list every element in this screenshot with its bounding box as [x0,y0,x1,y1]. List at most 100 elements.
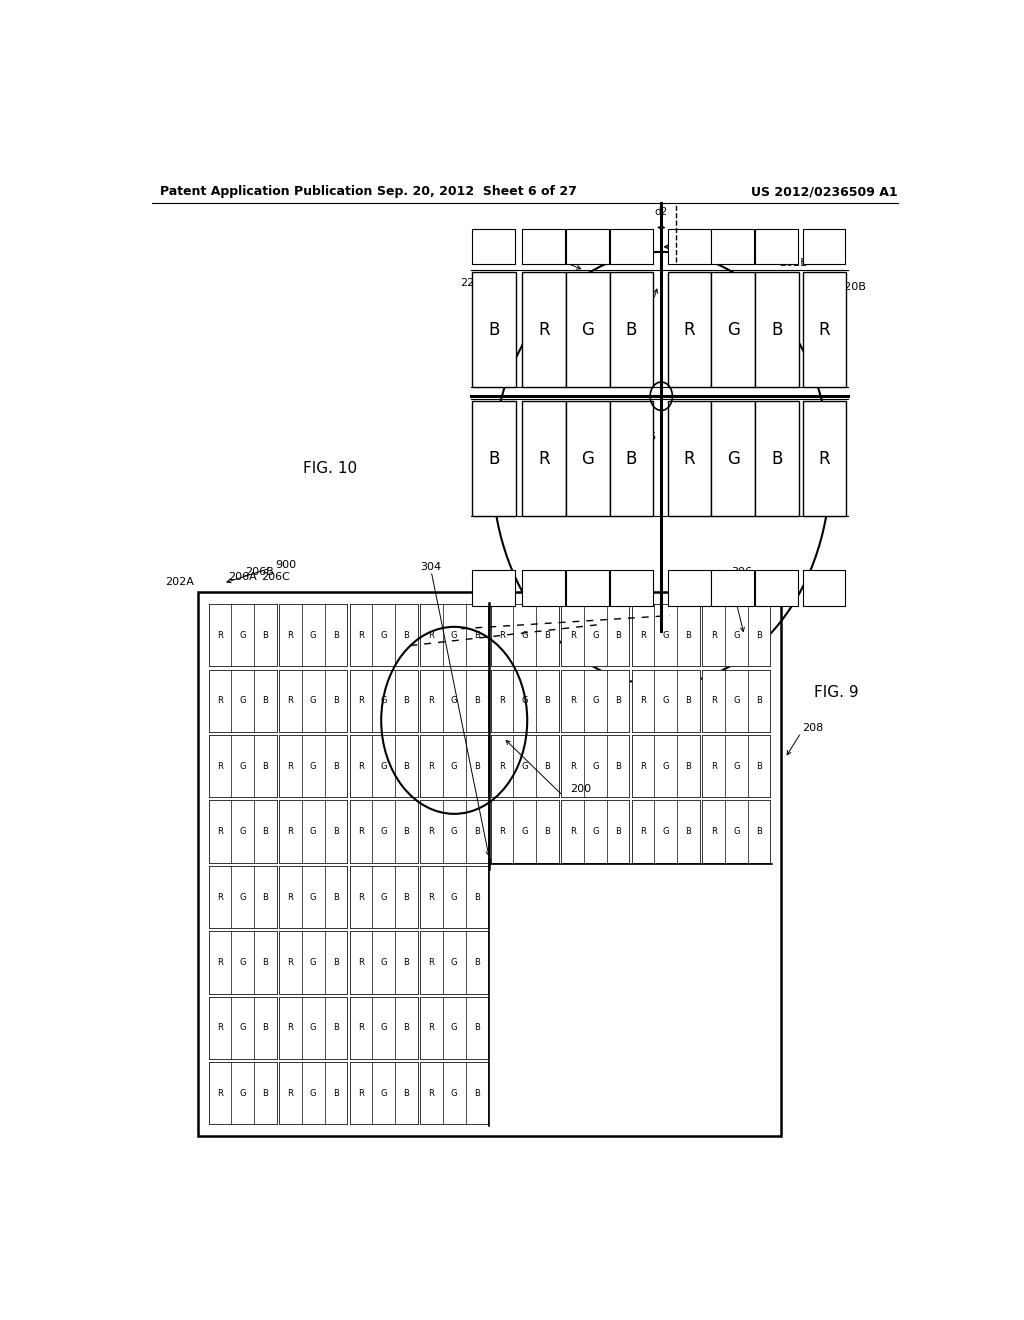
Bar [420,866,442,928]
Bar [442,931,466,994]
Bar [349,735,373,797]
Text: G: G [727,321,739,339]
Text: B: B [262,958,268,968]
Bar [609,570,652,606]
Text: B: B [262,631,268,640]
Bar [442,800,466,863]
Bar [584,605,606,667]
Bar [420,997,442,1059]
Bar [632,605,654,667]
Text: R: R [818,450,830,467]
Bar [632,605,699,667]
Text: B: B [626,321,637,339]
Bar [472,228,515,264]
Text: G: G [381,828,387,836]
Text: B: B [686,696,691,705]
Text: B: B [333,892,339,902]
Bar [654,669,677,731]
Bar [349,997,373,1059]
Bar [280,931,347,994]
Bar [561,800,584,863]
Text: B: B [756,828,762,836]
Text: R: R [640,762,646,771]
Bar [420,997,488,1059]
Text: B: B [615,828,621,836]
Bar [561,735,630,797]
Bar [712,228,754,264]
Text: 306: 306 [731,568,753,577]
Bar [725,605,748,667]
Text: G: G [310,1089,316,1098]
Text: B: B [474,696,480,705]
Bar [466,1063,488,1125]
Text: G: G [663,631,669,640]
Text: G: G [451,828,458,836]
Bar [420,605,442,667]
Text: B: B [545,762,551,771]
Text: G: G [451,1023,458,1032]
Text: B: B [474,958,480,968]
Bar [349,997,418,1059]
Text: B: B [403,696,410,705]
Text: 304: 304 [684,432,705,442]
Bar [712,272,755,387]
Bar [395,669,418,731]
Text: B: B [545,828,551,836]
Text: 910B: 910B [683,285,712,296]
Bar [420,669,488,731]
Text: G: G [733,696,739,705]
Bar [280,605,302,667]
Bar [280,669,347,731]
Text: G: G [240,762,246,771]
Bar [280,997,302,1059]
Bar [349,931,373,994]
Bar [803,228,846,264]
Bar [209,669,276,731]
Text: G: G [310,631,316,640]
Bar [209,931,276,994]
Text: R: R [358,696,364,705]
Text: G: G [733,828,739,836]
Bar [748,605,770,667]
Bar [490,605,513,667]
Bar [566,401,609,516]
Bar [712,570,754,606]
Text: G: G [240,1089,246,1098]
Text: B: B [545,631,551,640]
Bar [349,931,418,994]
Bar [561,669,630,731]
Text: G: G [521,631,528,640]
Bar [349,669,418,731]
Text: B: B [686,631,691,640]
Bar [490,605,559,667]
Bar [231,735,254,797]
Bar [803,272,846,387]
Text: R: R [569,762,575,771]
Bar [373,931,395,994]
Bar [702,735,770,797]
Bar [420,800,488,863]
Bar [522,570,565,606]
Text: G: G [381,958,387,968]
Text: B: B [686,828,691,836]
Text: 202A: 202A [165,577,194,587]
Bar [325,1063,347,1125]
Bar [420,605,488,667]
Text: 208: 208 [736,235,757,244]
Bar [442,997,466,1059]
Text: B: B [262,892,268,902]
Text: R: R [539,321,550,339]
Text: R: R [288,1089,294,1098]
Bar [302,800,325,863]
Bar [668,228,711,264]
Bar [803,570,846,606]
Text: R: R [711,696,717,705]
Text: B: B [333,631,339,640]
Text: G: G [451,892,458,902]
Text: B: B [403,892,410,902]
Text: R: R [217,1023,223,1032]
Text: B: B [403,762,410,771]
Bar [702,605,770,667]
Text: Sep. 20, 2012  Sheet 6 of 27: Sep. 20, 2012 Sheet 6 of 27 [377,185,578,198]
Bar [442,669,466,731]
